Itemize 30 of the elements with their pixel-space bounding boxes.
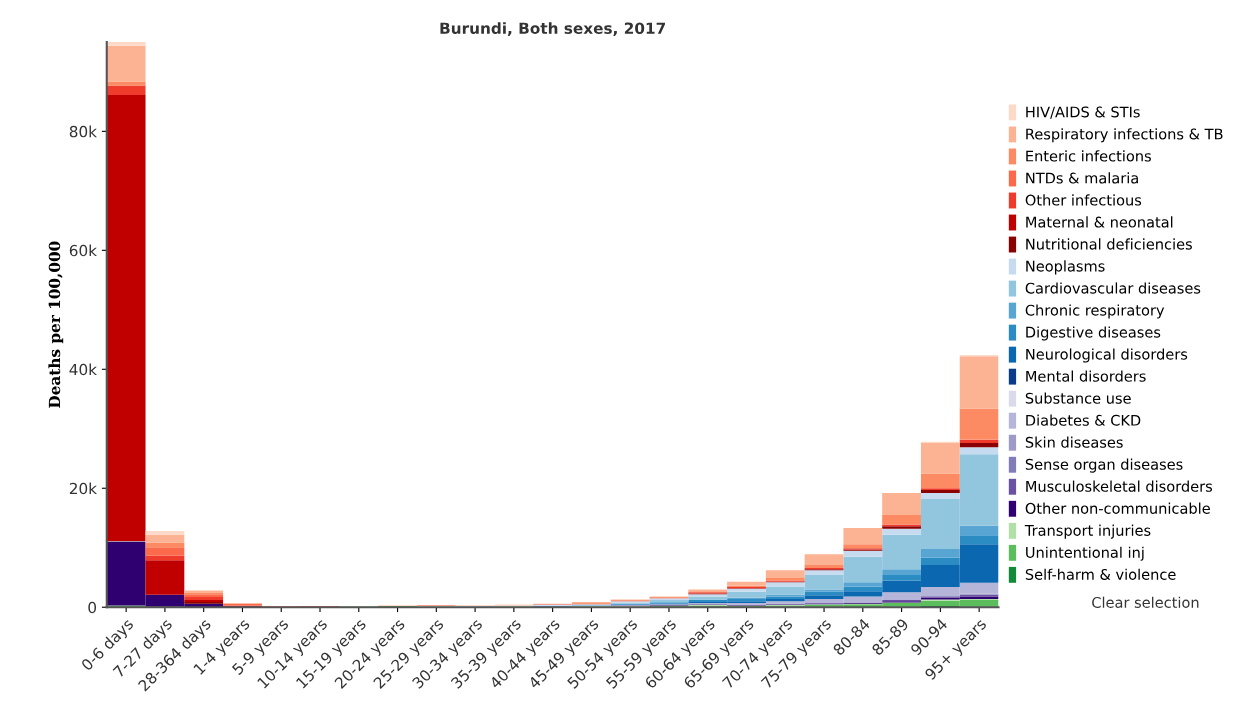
y-tick-label: 40k bbox=[69, 363, 97, 376]
legend-label: Chronic respiratory bbox=[1025, 304, 1165, 319]
legend-label: NTDs & malaria bbox=[1026, 172, 1138, 184]
legend-label: Musculoskeletal disorders bbox=[1026, 480, 1213, 492]
legend-label: Maternal & neonatal bbox=[1026, 216, 1173, 228]
legend-label: Enteric infections bbox=[1026, 150, 1151, 162]
legend-label: Respiratory infections & TB bbox=[1026, 128, 1223, 143]
legend-label: Digestive diseases bbox=[1026, 326, 1161, 341]
text: Clear selection bbox=[1092, 596, 1199, 608]
legend-label: Unintentional inj bbox=[1026, 546, 1144, 561]
legend-label: Other infectious bbox=[1025, 194, 1142, 206]
legend-label: Transport injuries bbox=[1024, 524, 1151, 539]
y-tick-label: 60k bbox=[69, 244, 97, 257]
y-axis-title: Deaths per 100,000 bbox=[48, 241, 64, 408]
y-tick-label: 80k bbox=[69, 125, 97, 138]
legend-label: Cardiovascular diseases bbox=[1025, 282, 1201, 294]
legend-label: Substance use bbox=[1025, 392, 1131, 404]
legend-label: Diabetes & CKD bbox=[1026, 414, 1141, 426]
legend-label: Neoplasms bbox=[1026, 260, 1105, 275]
legend-label: Mental disorders bbox=[1026, 370, 1146, 382]
legend-label: Skin diseases bbox=[1025, 436, 1123, 448]
y-tick-label: 20k bbox=[69, 482, 97, 495]
chart-title: Burundi, Both sexes, 2017 bbox=[440, 22, 665, 36]
legend-label: HIV/AIDS & STIs bbox=[1026, 106, 1140, 119]
legend-label: Other non-communicable bbox=[1025, 502, 1210, 514]
legend-label: Neurological disorders bbox=[1026, 348, 1188, 363]
legend-label: Nutritional deficiencies bbox=[1026, 238, 1192, 250]
y-tick-label: 0 bbox=[88, 601, 97, 614]
legend-label: Sense organ diseases bbox=[1025, 458, 1183, 473]
legend-label: Self-harm & violence bbox=[1025, 568, 1176, 580]
